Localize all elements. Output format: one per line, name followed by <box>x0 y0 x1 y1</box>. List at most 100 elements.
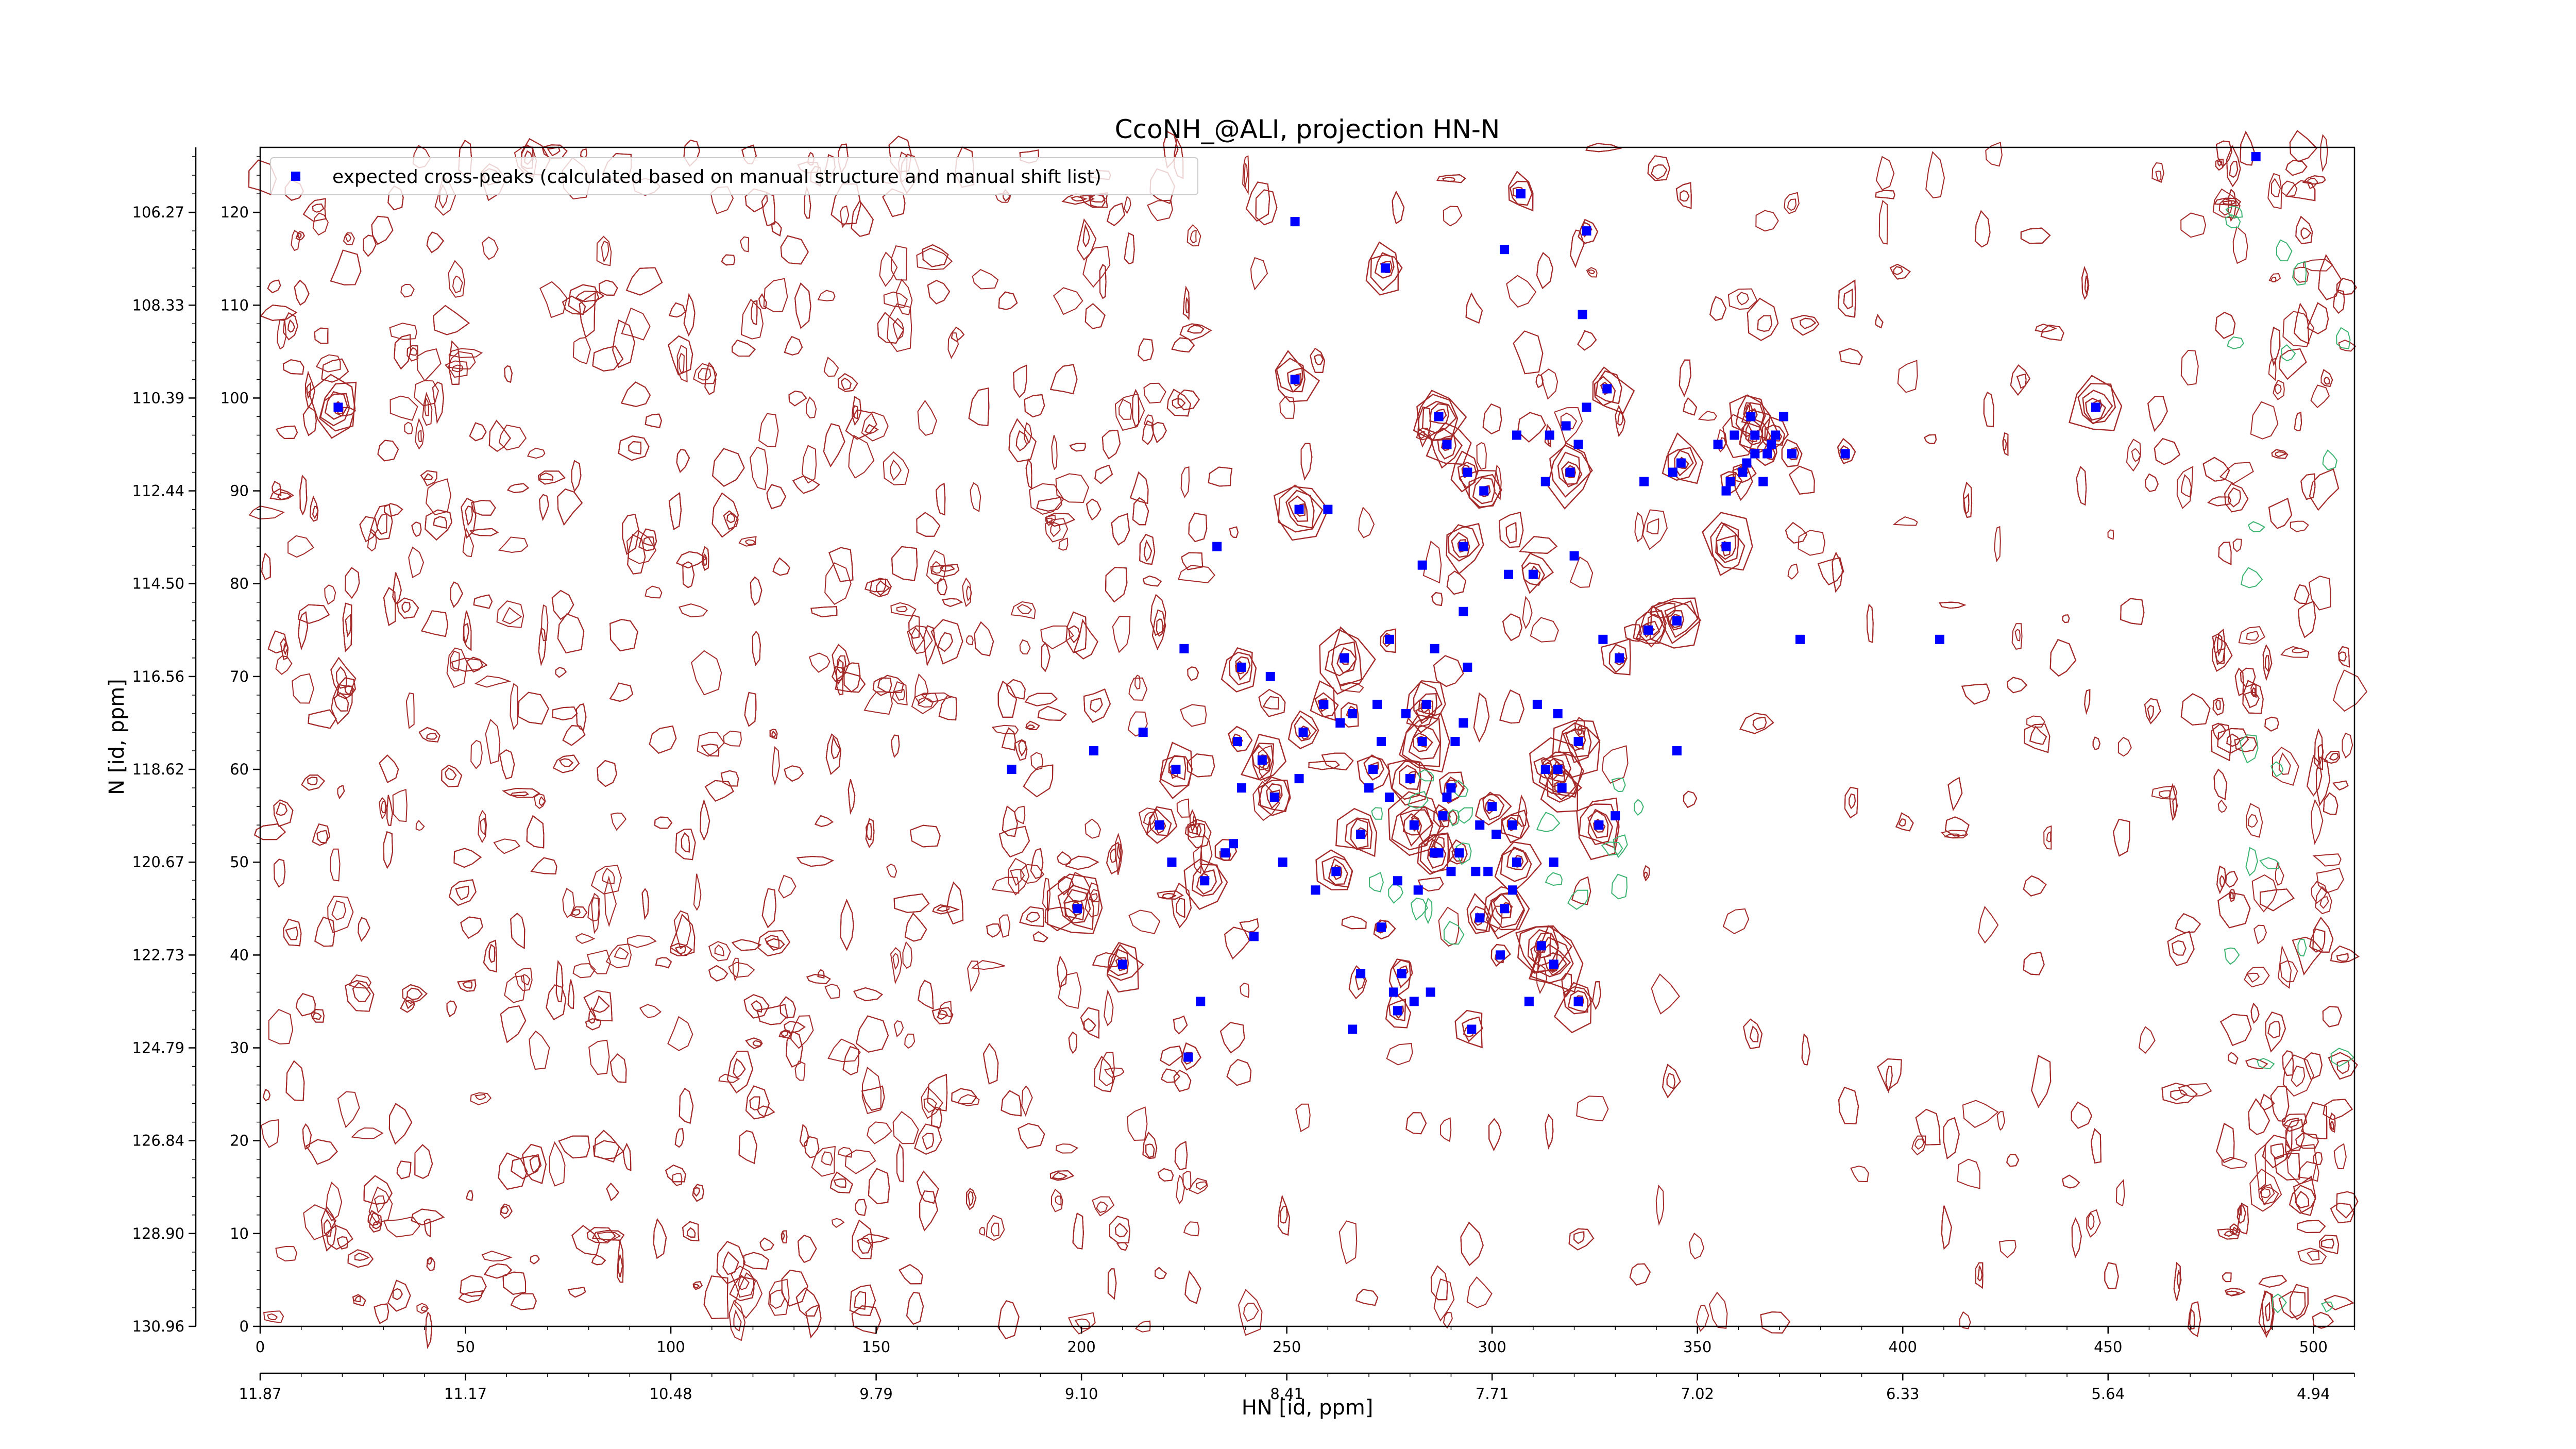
legend[interactable]: expected cross-peaks (calculated based o… <box>270 157 1198 195</box>
contour-ring-2889 <box>792 475 820 494</box>
contour-ring-45 <box>1386 1042 1413 1066</box>
contour-ring-2768 <box>745 1085 770 1120</box>
contour-ring-3505 <box>2069 375 2123 431</box>
contour-ring-2670 <box>371 215 394 245</box>
y-ppm-tick-label-10: 110.39 <box>132 389 184 407</box>
cross-peak-marker-38 <box>1356 830 1366 839</box>
contour-ring-408 <box>2270 277 2277 283</box>
contour-ring-183 <box>1651 973 1680 1015</box>
contour-ring-2520 <box>1187 753 1215 778</box>
contour-ring-3093 <box>868 1168 890 1205</box>
contour-ring-2799 <box>471 500 496 516</box>
contour-ring-2969 <box>780 235 809 265</box>
contour-ring-3206 <box>1025 720 1040 731</box>
contour-ring-3517 <box>1447 809 1460 827</box>
contour-ring-3033 <box>298 611 309 650</box>
contour-ring-3144 <box>946 881 964 925</box>
contour-ring-3316 <box>1350 818 1369 849</box>
contour-ring-3215 <box>2336 278 2357 295</box>
contour-ring-3170 <box>1107 203 1125 226</box>
contour-ring-3092 <box>2300 473 2316 500</box>
contour-ring-2783 <box>433 305 470 335</box>
contour-ring-2925 <box>1064 855 1099 870</box>
contour-ring-2400 <box>1436 174 1466 183</box>
contour-ring-2866 <box>1024 693 1058 706</box>
contour-ring-2424 <box>510 791 529 797</box>
contour-ring-232 <box>2272 747 2299 786</box>
contour-ring-2750 <box>704 780 734 802</box>
contour-ring-2725 <box>2220 1014 2252 1046</box>
contour-ring-2726 <box>1045 513 1076 527</box>
contour-ring-2787 <box>2212 697 2225 716</box>
contour-ring-3169 <box>1025 458 1032 490</box>
contour-ring-3469 <box>1654 600 1702 645</box>
contour-ring-2828 <box>376 513 387 535</box>
contour-ring-347 <box>2247 814 2258 828</box>
contour-ring-423 <box>739 236 750 252</box>
contour-ring-3335 <box>1388 958 1411 998</box>
contour-ring-2414 <box>248 159 277 195</box>
contour-ring-258 <box>591 892 600 934</box>
contour-ring-2573 <box>1517 794 1528 827</box>
contour-ring-2696 <box>2317 744 2324 765</box>
contour-ring-427 <box>740 298 764 340</box>
contour-ring-2486 <box>460 916 483 939</box>
contour-ring-3023 <box>2081 266 2090 300</box>
cross-peak-marker-40 <box>1368 765 1378 774</box>
cross-peak-marker-12 <box>1200 876 1210 886</box>
contour-ring-254 <box>2333 1143 2347 1169</box>
contour-ring-3495 <box>1764 424 1786 446</box>
contour-ring-2814 <box>840 899 854 951</box>
contour-ring-2395 <box>1465 292 1483 324</box>
contour-ring-2511 <box>771 731 776 737</box>
contour-ring-2856 <box>414 1144 433 1179</box>
contour-ring-2928 <box>358 917 370 942</box>
contour-ring-2630 <box>997 1300 1020 1340</box>
contour-ring-3062 <box>526 815 545 849</box>
cross-peak-marker-114 <box>1594 820 1604 830</box>
contour-ring-3200 <box>2289 1284 2309 1320</box>
contour-ring-173 <box>1058 537 1069 551</box>
cross-peak-marker-70 <box>1454 848 1464 858</box>
contour-ring-2577 <box>1024 394 1045 418</box>
cross-peak-marker-135 <box>1758 477 1768 486</box>
cross-peak-marker-109 <box>1573 440 1583 449</box>
contour-ring-63 <box>1074 1318 1090 1329</box>
contour-ring-3121 <box>522 1143 547 1184</box>
contour-ring-3241 <box>1939 601 1967 609</box>
contour-ring-3114 <box>388 1103 413 1145</box>
contour-ring-3066 <box>778 1030 792 1040</box>
cross-peak-marker-133 <box>1750 449 1760 459</box>
contour-ring-3543 <box>2257 1058 2275 1070</box>
contour-ring-2999 <box>700 799 710 841</box>
contour-ring-238 <box>1250 257 1268 291</box>
contour-ring-2544 <box>743 1252 769 1270</box>
contour-ring-3098 <box>645 413 662 428</box>
contour-ring-119 <box>1798 530 1826 556</box>
contour-ring-2629 <box>287 319 295 333</box>
contour-ring-79 <box>291 230 300 251</box>
contour-ring-2496 <box>1341 916 1367 930</box>
contour-ring-2664 <box>2223 1231 2234 1237</box>
contour-ring-363 <box>1189 1177 1208 1194</box>
contour-ring-2564 <box>507 483 530 494</box>
contour-ring-2510 <box>769 729 778 739</box>
contour-ring-2784 <box>1577 330 1597 351</box>
contour-ring-2957 <box>2318 254 2342 300</box>
contour-ring-3164 <box>2237 1206 2242 1216</box>
contour-ring-2560 <box>1258 688 1286 717</box>
contour-ring-15 <box>324 584 336 605</box>
contour-ring-3453 <box>1587 808 1613 846</box>
contour-ring-405 <box>417 429 422 443</box>
contour-ring-3052 <box>469 422 487 442</box>
contour-ring-244 <box>1104 1067 1125 1079</box>
contour-ring-3407 <box>1494 841 1542 895</box>
contour-ring-2549 <box>2329 1113 2336 1133</box>
contour-ring-2764 <box>592 995 610 1013</box>
contour-ring-3112 <box>592 345 624 372</box>
contour-ring-2886 <box>282 359 304 375</box>
contour-ring-3232 <box>923 625 936 667</box>
contour-ring-2391 <box>2315 756 2331 806</box>
y-tick-label-11: 110 <box>221 296 249 314</box>
